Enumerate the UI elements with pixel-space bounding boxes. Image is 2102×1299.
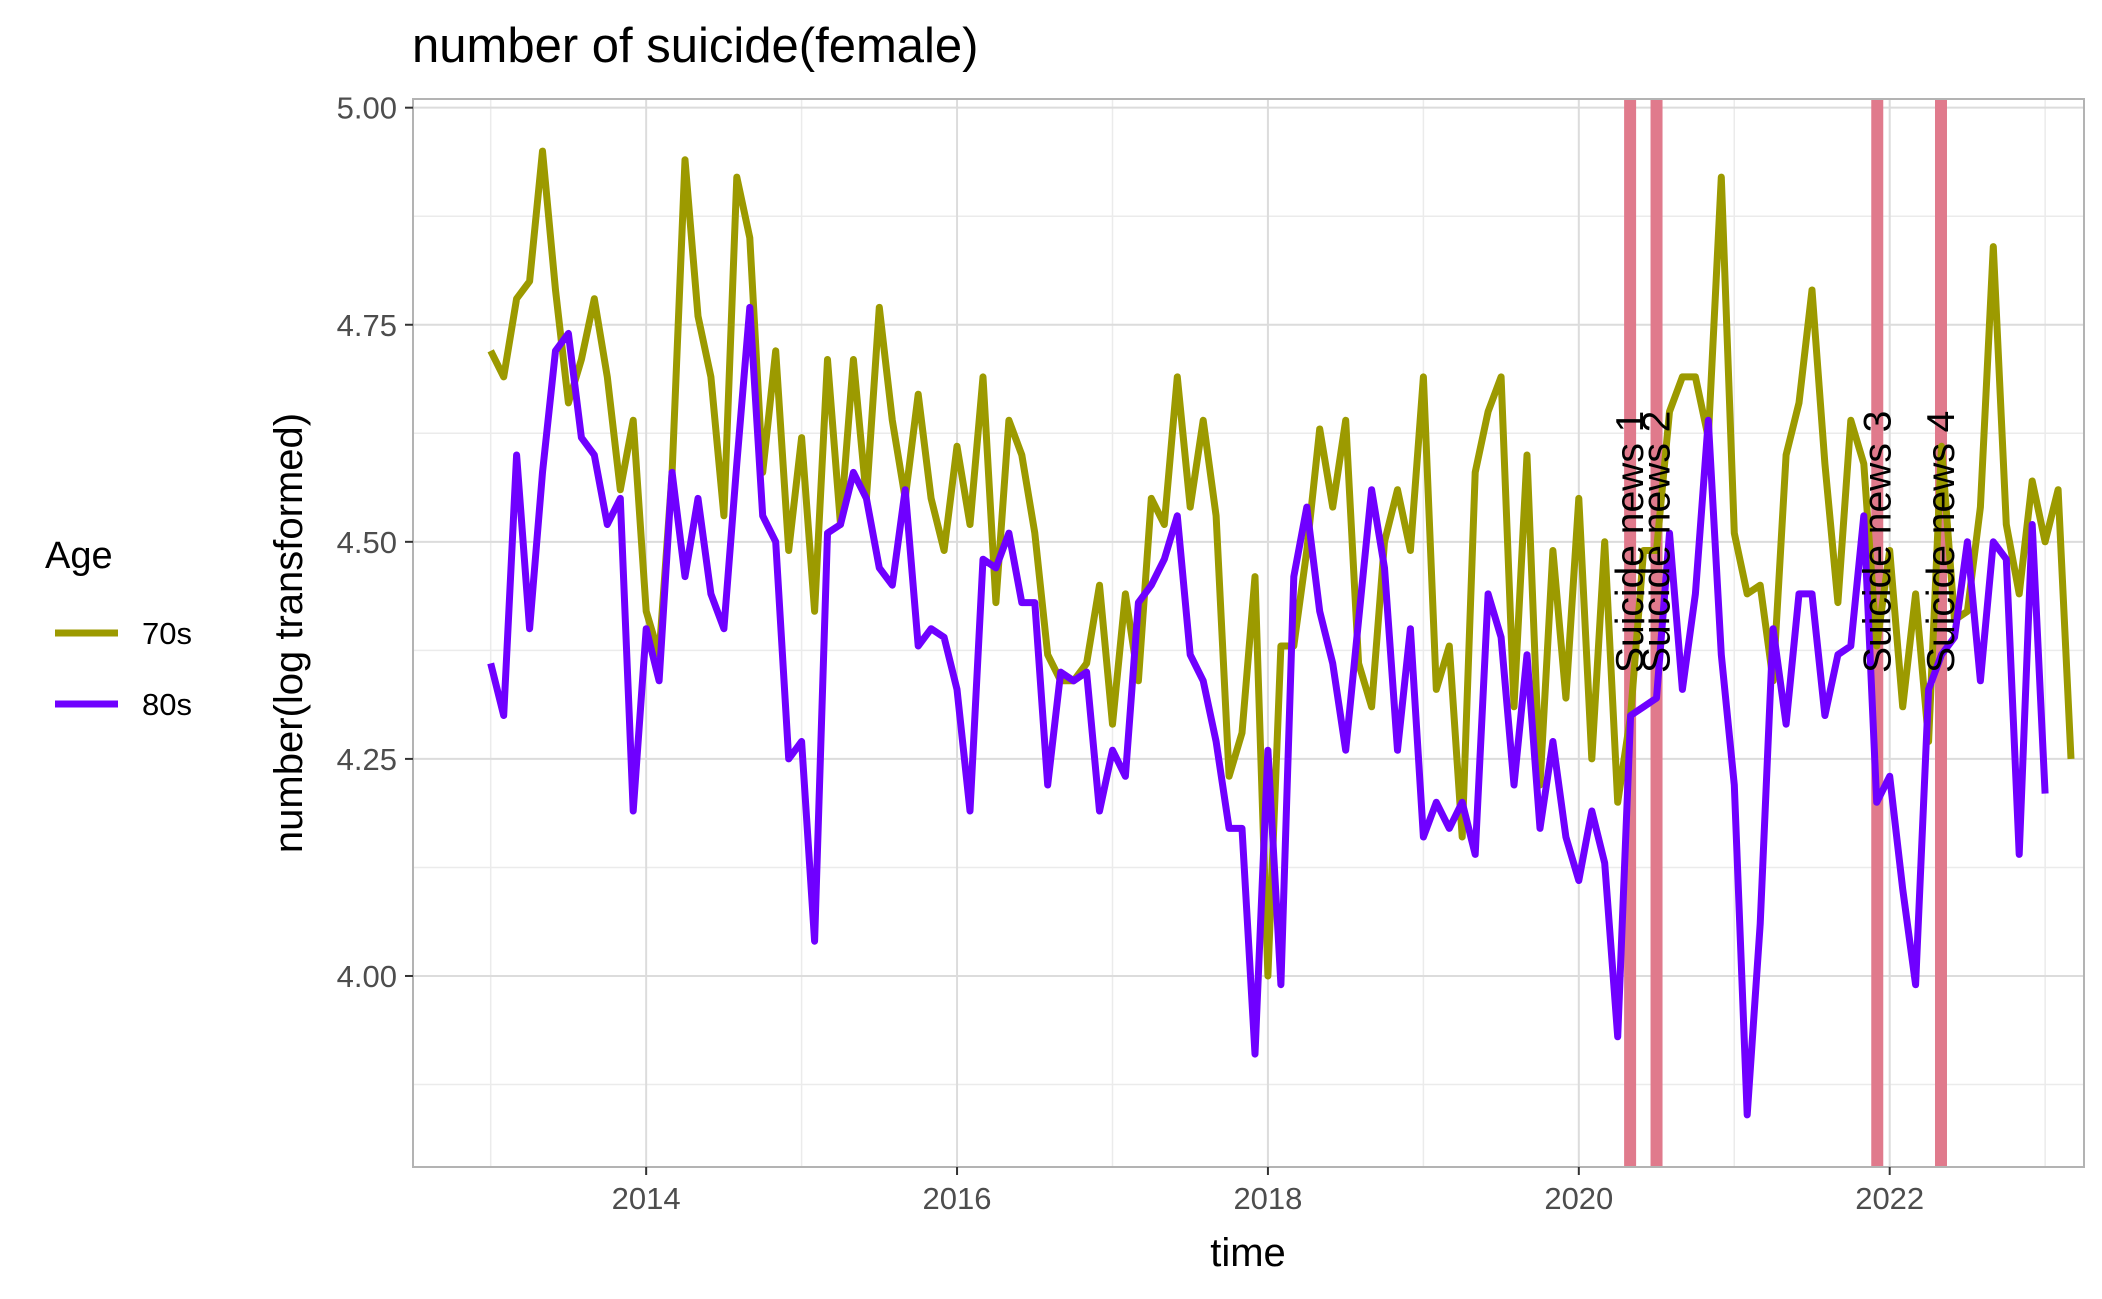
legend: Age 70s 80s: [45, 535, 192, 722]
y-tick-label: 4.50: [337, 525, 397, 560]
event-label: Suicide news 2: [1636, 411, 1679, 673]
x-tick-label: 2022: [1855, 1181, 1924, 1216]
x-tick-label: 2018: [1233, 1181, 1302, 1216]
y-tick-label: 4.00: [337, 959, 397, 994]
y-tick-label: 4.25: [337, 742, 397, 777]
event-label: Suicide news 1: [1609, 411, 1652, 673]
x-tick-label: 2020: [1544, 1181, 1613, 1216]
y-tick-label: 4.75: [337, 308, 397, 343]
x-tick-label: 2014: [612, 1181, 681, 1216]
x-axis-ticks: 2014 2016 2018 2020 2022: [612, 1167, 1924, 1216]
series-line-70s: [487, 147, 2075, 980]
legend-title: Age: [45, 535, 113, 577]
y-axis-title: number(log transformed): [267, 413, 311, 853]
legend-label-70s: 70s: [142, 616, 192, 651]
event-label: Suicide news 3: [1856, 411, 1899, 673]
series-lines: [487, 147, 2075, 1119]
y-axis-ticks: 4.00 4.25 4.50 4.75 5.00: [337, 91, 413, 994]
chart-title: number of suicide(female): [412, 19, 978, 73]
y-tick-label: 5.00: [337, 91, 397, 126]
legend-label-80s: 80s: [142, 687, 192, 722]
series-line-80s: [487, 303, 2049, 1119]
x-tick-label: 2016: [923, 1181, 992, 1216]
x-axis-title: time: [1210, 1231, 1286, 1275]
event-label: Suicide news 4: [1920, 411, 1963, 673]
plot-panel-border: [412, 98, 2085, 1168]
